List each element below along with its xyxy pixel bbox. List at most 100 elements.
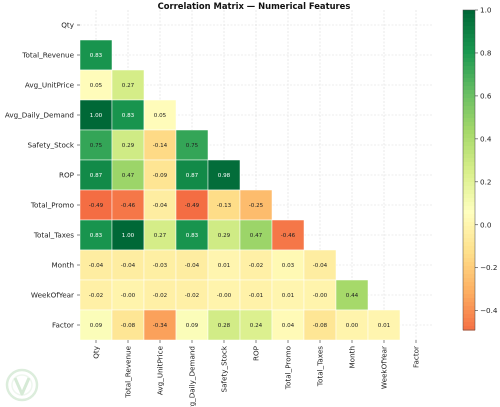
cell-value-label: 0.29 xyxy=(218,233,231,239)
heatmap-cell xyxy=(111,219,145,251)
colorbar-tick-label: 0.2 xyxy=(480,177,491,186)
heatmap-cell xyxy=(207,279,241,311)
colorbar-segment xyxy=(463,18,475,23)
heatmap-cell xyxy=(143,189,177,221)
cell-value-label: 0.29 xyxy=(122,143,135,149)
heatmap-cell xyxy=(143,159,177,191)
heatmap-cell xyxy=(143,309,177,341)
colorbar-segment xyxy=(463,290,475,295)
y-tick-label: Total_Taxes xyxy=(33,231,74,240)
colorbar-segment xyxy=(463,126,475,131)
x-tick-label: Safety_Stock xyxy=(220,345,229,392)
colorbar-segment xyxy=(463,166,475,171)
heatmap-cell xyxy=(207,159,241,191)
cell-value-label: 1.00 xyxy=(90,113,103,119)
cell-value-label: 0.03 xyxy=(282,263,295,269)
heatmap-cell xyxy=(271,279,305,311)
x-tick-label: Total_Revenue xyxy=(124,345,133,398)
heatmap-cell xyxy=(303,309,337,341)
heatmap-cells: 0.83 0.05 0.27 1.00 0.83 0.05 0.75 0.29 -0.14 0.7… xyxy=(79,39,401,341)
cell-value-label: 0.83 xyxy=(122,113,135,119)
colorbar-segment xyxy=(463,222,475,227)
heatmap-cell xyxy=(175,189,209,221)
colorbar-segment xyxy=(463,246,475,251)
heatmap-cell xyxy=(79,279,113,311)
colorbar-segment xyxy=(463,238,475,243)
colorbar-segment xyxy=(463,314,475,319)
colorbar-segment xyxy=(463,218,475,223)
cell-value-label: -0.14 xyxy=(153,143,168,149)
colorbar-segment xyxy=(463,210,475,215)
heatmap-cell xyxy=(175,219,209,251)
heatmap-cell xyxy=(143,219,177,251)
y-tick-label: Avg_UnitPrice xyxy=(25,81,75,90)
cell-value-label: -0.00 xyxy=(217,293,232,299)
y-tick-label: Qty xyxy=(61,21,74,30)
cell-value-label: 0.09 xyxy=(186,323,199,329)
colorbar-segment xyxy=(463,302,475,307)
cell-value-label: -0.08 xyxy=(313,323,328,329)
colorbar-segment xyxy=(463,94,475,99)
colorbar-segment xyxy=(463,282,475,287)
colorbar-segment xyxy=(463,190,475,195)
y-tick-label: Total_Revenue xyxy=(21,51,74,60)
heatmap-cell xyxy=(271,249,305,281)
colorbar-segment xyxy=(463,110,475,115)
cell-value-label: -0.02 xyxy=(153,293,167,299)
cell-value-label: 0.04 xyxy=(282,323,295,329)
x-tick-label: Avg_UnitPrice xyxy=(156,345,165,395)
heatmap-cell xyxy=(207,309,241,341)
colorbar-segment xyxy=(463,62,475,67)
colorbar-segment xyxy=(463,90,475,95)
cell-value-label: 0.75 xyxy=(90,143,103,149)
y-tick-label: Avg_Daily_Demand xyxy=(5,111,74,120)
colorbar-tick-label: 0.8 xyxy=(480,48,492,57)
colorbar-segment xyxy=(463,226,475,231)
colorbar-segment xyxy=(463,66,475,71)
colorbar-segment xyxy=(463,306,475,311)
colorbar-segment xyxy=(463,286,475,291)
cell-value-label: 0.01 xyxy=(282,293,295,299)
colorbar-segment xyxy=(463,178,475,183)
colorbar-segment xyxy=(463,202,475,207)
colorbar-segment xyxy=(463,154,475,159)
heatmap-cell xyxy=(175,309,209,341)
cell-value-label: -0.04 xyxy=(89,263,104,269)
colorbar-segment xyxy=(463,194,475,199)
heatmap-cell xyxy=(79,129,113,161)
cell-value-label: 0.27 xyxy=(122,83,135,89)
heatmap-cell xyxy=(271,309,305,341)
heatmap-cell xyxy=(143,249,177,281)
colorbar-tick-label: 0.4 xyxy=(480,134,492,143)
y-tick-label: WeekOfYear xyxy=(31,291,74,300)
y-tick-label: Factor xyxy=(52,321,74,330)
colorbar-segment xyxy=(463,170,475,175)
x-tick-label: Factor xyxy=(412,346,421,368)
cell-value-label: 0.05 xyxy=(154,113,167,119)
colorbar-frame xyxy=(462,9,476,331)
cell-value-label: -0.01 xyxy=(249,293,264,299)
colorbar-segment xyxy=(463,142,475,147)
colorbar-tick-label: 0.0 xyxy=(480,220,492,229)
cell-value-label: 0.05 xyxy=(90,83,103,89)
heatmap-cell xyxy=(111,69,145,101)
colorbar-segment xyxy=(463,122,475,127)
x-tick-label: Month xyxy=(348,346,357,369)
colorbar-segment xyxy=(463,70,475,75)
y-tick-label: Total_Promo xyxy=(30,201,74,210)
cell-value-label: 0.27 xyxy=(154,233,167,239)
colorbar-segment xyxy=(463,38,475,43)
colorbar-tick-label: 0.6 xyxy=(480,91,492,100)
colorbar-segment xyxy=(463,254,475,259)
cell-value-label: 0.01 xyxy=(218,263,231,269)
colorbar-segment xyxy=(463,134,475,139)
cell-value-label: -0.02 xyxy=(249,263,263,269)
cell-value-label: -0.00 xyxy=(121,293,136,299)
colorbar-segment xyxy=(463,318,475,323)
colorbar-tick-label: −0.2 xyxy=(480,263,497,272)
colorbar-segment xyxy=(463,214,475,219)
cell-value-label: -0.13 xyxy=(217,203,232,209)
colorbar-segment xyxy=(463,234,475,239)
heatmap-cell xyxy=(239,189,273,221)
y-tick-labels: Qty Total_Revenue Avg_UnitPrice Avg_Daily_D… xyxy=(5,21,80,330)
